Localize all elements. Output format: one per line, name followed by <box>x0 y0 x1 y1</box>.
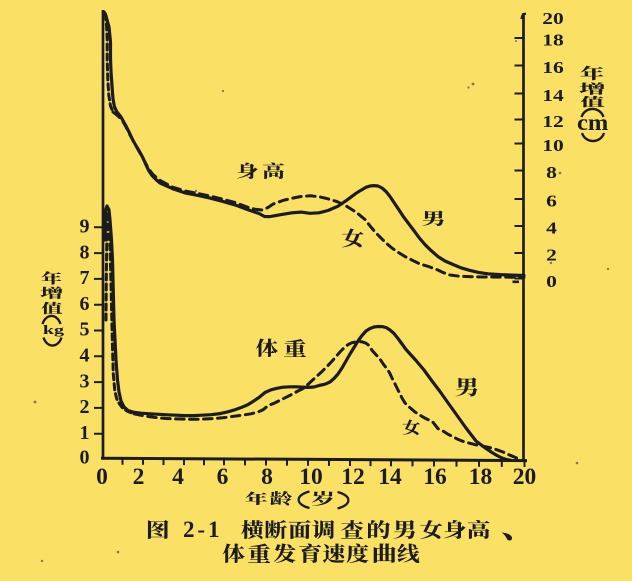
svg-text:14: 14 <box>542 87 564 106</box>
svg-text:0: 0 <box>96 464 108 490</box>
svg-text:10: 10 <box>299 464 323 490</box>
svg-text:14: 14 <box>378 464 402 490</box>
svg-text:12: 12 <box>341 464 365 490</box>
svg-text:kg: kg <box>43 323 65 337</box>
svg-text:6: 6 <box>546 192 557 211</box>
svg-text:18: 18 <box>469 464 493 490</box>
svg-text:4: 4 <box>172 464 184 490</box>
svg-text:12: 12 <box>542 113 563 132</box>
svg-text:7: 7 <box>80 267 90 289</box>
svg-text:3: 3 <box>80 370 90 392</box>
svg-text:20: 20 <box>513 464 537 490</box>
svg-text:20: 20 <box>542 10 563 29</box>
svg-text:8: 8 <box>80 241 90 263</box>
svg-text:2: 2 <box>133 464 145 490</box>
svg-text:2: 2 <box>546 246 557 265</box>
svg-text:1: 1 <box>80 422 90 444</box>
svg-text:4: 4 <box>546 219 557 238</box>
svg-text:16: 16 <box>423 464 447 490</box>
svg-text:8: 8 <box>261 464 273 490</box>
svg-text:2-1: 2-1 <box>183 517 222 542</box>
svg-text:9: 9 <box>80 216 90 238</box>
svg-text:16: 16 <box>542 59 564 78</box>
svg-text:6: 6 <box>217 464 229 490</box>
svg-text:0: 0 <box>80 447 90 469</box>
svg-text:0: 0 <box>546 273 557 292</box>
svg-text:8: 8 <box>546 164 557 183</box>
svg-text:18: 18 <box>542 31 564 50</box>
svg-text:4: 4 <box>80 345 90 367</box>
svg-text:6: 6 <box>80 293 90 315</box>
svg-text:cm: cm <box>577 111 609 136</box>
svg-text:10: 10 <box>542 137 563 156</box>
svg-text:5: 5 <box>80 319 90 341</box>
svg-text:2: 2 <box>80 396 90 418</box>
